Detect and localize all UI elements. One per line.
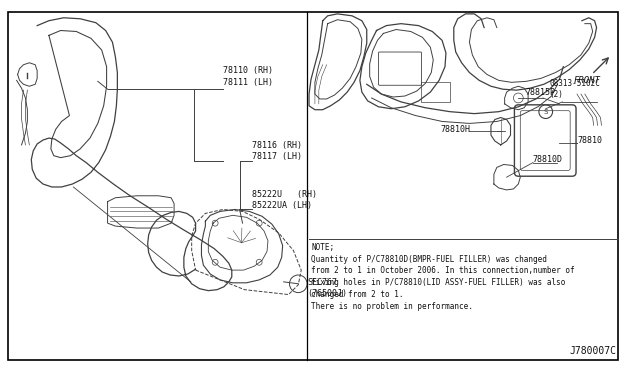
Text: J780007C: J780007C (569, 346, 616, 356)
Text: 78110 (RH)
78111 (LH): 78110 (RH) 78111 (LH) (223, 67, 273, 87)
Text: 78810H: 78810H (440, 125, 470, 134)
Bar (420, 82, 450, 102)
Text: 85222U   (RH)
85222UA (LH): 85222U (RH) 85222UA (LH) (252, 190, 317, 210)
Text: 78815P: 78815P (525, 88, 555, 97)
Text: FRONT: FRONT (573, 77, 600, 86)
Text: 78116 (RH)
78117 (LH): 78116 (RH) 78117 (LH) (252, 141, 302, 161)
Text: NOTE;
Quantity of P/C78810D(BMPR-FUEL FILLER) was changed
from 2 to 1 in October: NOTE; Quantity of P/C78810D(BMPR-FUEL FI… (311, 243, 575, 311)
Text: SEC767
(76500J): SEC767 (76500J) (307, 278, 347, 298)
Text: 78810: 78810 (577, 135, 602, 145)
Text: S: S (543, 109, 548, 115)
Text: 78810D: 78810D (532, 155, 562, 164)
Text: 08313-5102C
(2): 08313-5102C (2) (550, 79, 600, 99)
